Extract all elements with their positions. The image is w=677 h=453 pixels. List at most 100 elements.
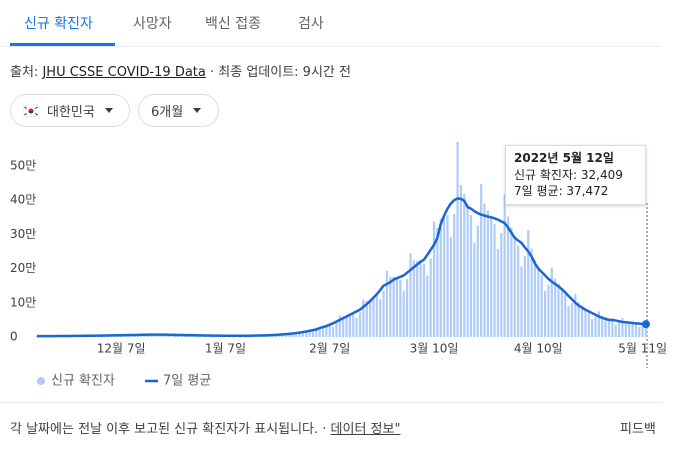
bar xyxy=(365,300,368,337)
y-tick-label: 10만 xyxy=(10,295,36,309)
data-info-link[interactable]: 데이터 정보" xyxy=(330,422,401,437)
tab[interactable]: 백신 접종 xyxy=(205,16,261,32)
selected-point xyxy=(642,320,650,329)
bar xyxy=(315,327,318,337)
bar xyxy=(634,324,638,337)
bar xyxy=(614,324,617,337)
bar xyxy=(577,302,580,337)
caret xyxy=(193,108,202,113)
legend-dot xyxy=(37,377,45,385)
bar xyxy=(288,334,291,337)
chart: 0 10만 20만 30만 40만 50만 12월 7일 1월 7일 2월 7일 3월 10일 4월… xyxy=(10,142,667,389)
bar xyxy=(537,268,540,337)
bar xyxy=(348,314,352,337)
tab[interactable]: 사망자 xyxy=(133,16,172,32)
tab[interactable]: 신규 확진자 xyxy=(24,16,93,32)
bar xyxy=(416,260,419,337)
bar xyxy=(496,249,500,337)
bar xyxy=(291,332,294,337)
bar xyxy=(409,253,412,337)
bar xyxy=(362,299,365,337)
bar xyxy=(466,207,469,337)
tab-indicator xyxy=(10,43,115,46)
divider xyxy=(0,402,662,403)
bar xyxy=(587,312,590,337)
bar xyxy=(604,317,607,337)
period-label: 6개월 xyxy=(151,105,184,120)
bar xyxy=(429,258,432,337)
bar xyxy=(385,270,389,337)
bar xyxy=(469,215,473,337)
region-dropdown[interactable]: 대한민국 xyxy=(10,94,130,127)
bar xyxy=(584,309,587,337)
bar xyxy=(392,276,395,337)
tooltip-title: 2022년 5월 12일 xyxy=(514,151,614,165)
bar xyxy=(506,216,510,337)
tooltip: 2022년 5월 12일 신규 확진자: 32,409 7일 평균: 37,47… xyxy=(505,145,646,205)
source-link[interactable]: JHU CSSE COVID-19 Data xyxy=(42,65,206,80)
updated: · 최종 업데이트: 9시간 전 xyxy=(210,65,351,80)
bar xyxy=(382,290,385,337)
footer-note: 각 날짜에는 전날 이후 보고된 신규 확진자가 표시됩니다. · xyxy=(10,422,327,437)
bar xyxy=(564,294,567,337)
bar xyxy=(167,335,170,337)
footer-note-line: 각 날짜에는 전날 이후 보고된 신규 확진자가 표시됩니다. · 데이터 정보… xyxy=(10,418,400,437)
bar xyxy=(338,315,341,337)
bar xyxy=(305,331,308,337)
bar xyxy=(601,315,604,337)
bar xyxy=(533,259,537,337)
feedback-link[interactable]: 피드백 xyxy=(620,422,656,437)
bar xyxy=(540,275,543,337)
bar xyxy=(335,323,338,337)
bar xyxy=(493,224,496,337)
tab[interactable]: 검사 xyxy=(298,16,324,32)
x-tick-label: 1월 7일 xyxy=(205,342,246,356)
caret xyxy=(104,108,113,113)
bar xyxy=(591,319,594,337)
y-tick-label: 30만 xyxy=(10,227,36,241)
bar xyxy=(520,266,523,337)
bar xyxy=(624,320,627,337)
bar xyxy=(557,283,560,337)
bar xyxy=(399,279,402,337)
bar xyxy=(550,267,553,337)
average-line xyxy=(37,197,647,338)
bar xyxy=(503,194,506,337)
y-tick-label: 0 xyxy=(10,330,18,344)
bar xyxy=(143,335,146,337)
bar xyxy=(402,290,405,337)
bar xyxy=(284,334,288,337)
x-tick-label: 4월 10일 xyxy=(514,342,563,356)
bar xyxy=(500,232,503,337)
bar xyxy=(523,256,526,337)
bar xyxy=(543,290,547,337)
bar xyxy=(318,327,321,337)
bar xyxy=(345,315,348,337)
bar xyxy=(570,303,574,337)
y-tick-label: 20만 xyxy=(10,261,36,275)
bar xyxy=(372,297,375,337)
x-tick-label: 3월 10일 xyxy=(410,342,459,356)
bar xyxy=(422,263,426,337)
bar xyxy=(328,325,331,337)
bar xyxy=(325,326,328,337)
tooltip-line: 7일 평균: 37,472 xyxy=(514,184,609,198)
bar xyxy=(439,218,442,337)
bar xyxy=(298,332,301,337)
y-tick-label: 40만 xyxy=(10,193,36,207)
bar xyxy=(554,278,557,337)
bar xyxy=(419,261,422,337)
bar xyxy=(574,294,577,337)
period-dropdown[interactable]: 6개월 xyxy=(138,94,219,127)
bar xyxy=(644,325,648,337)
bar xyxy=(628,321,631,337)
bar xyxy=(547,284,550,337)
bar xyxy=(638,326,641,337)
bar xyxy=(513,237,516,337)
x-tick-label: 12월 7일 xyxy=(97,342,146,356)
legend-label: 7일 평균 xyxy=(163,374,211,389)
bar xyxy=(355,317,358,337)
